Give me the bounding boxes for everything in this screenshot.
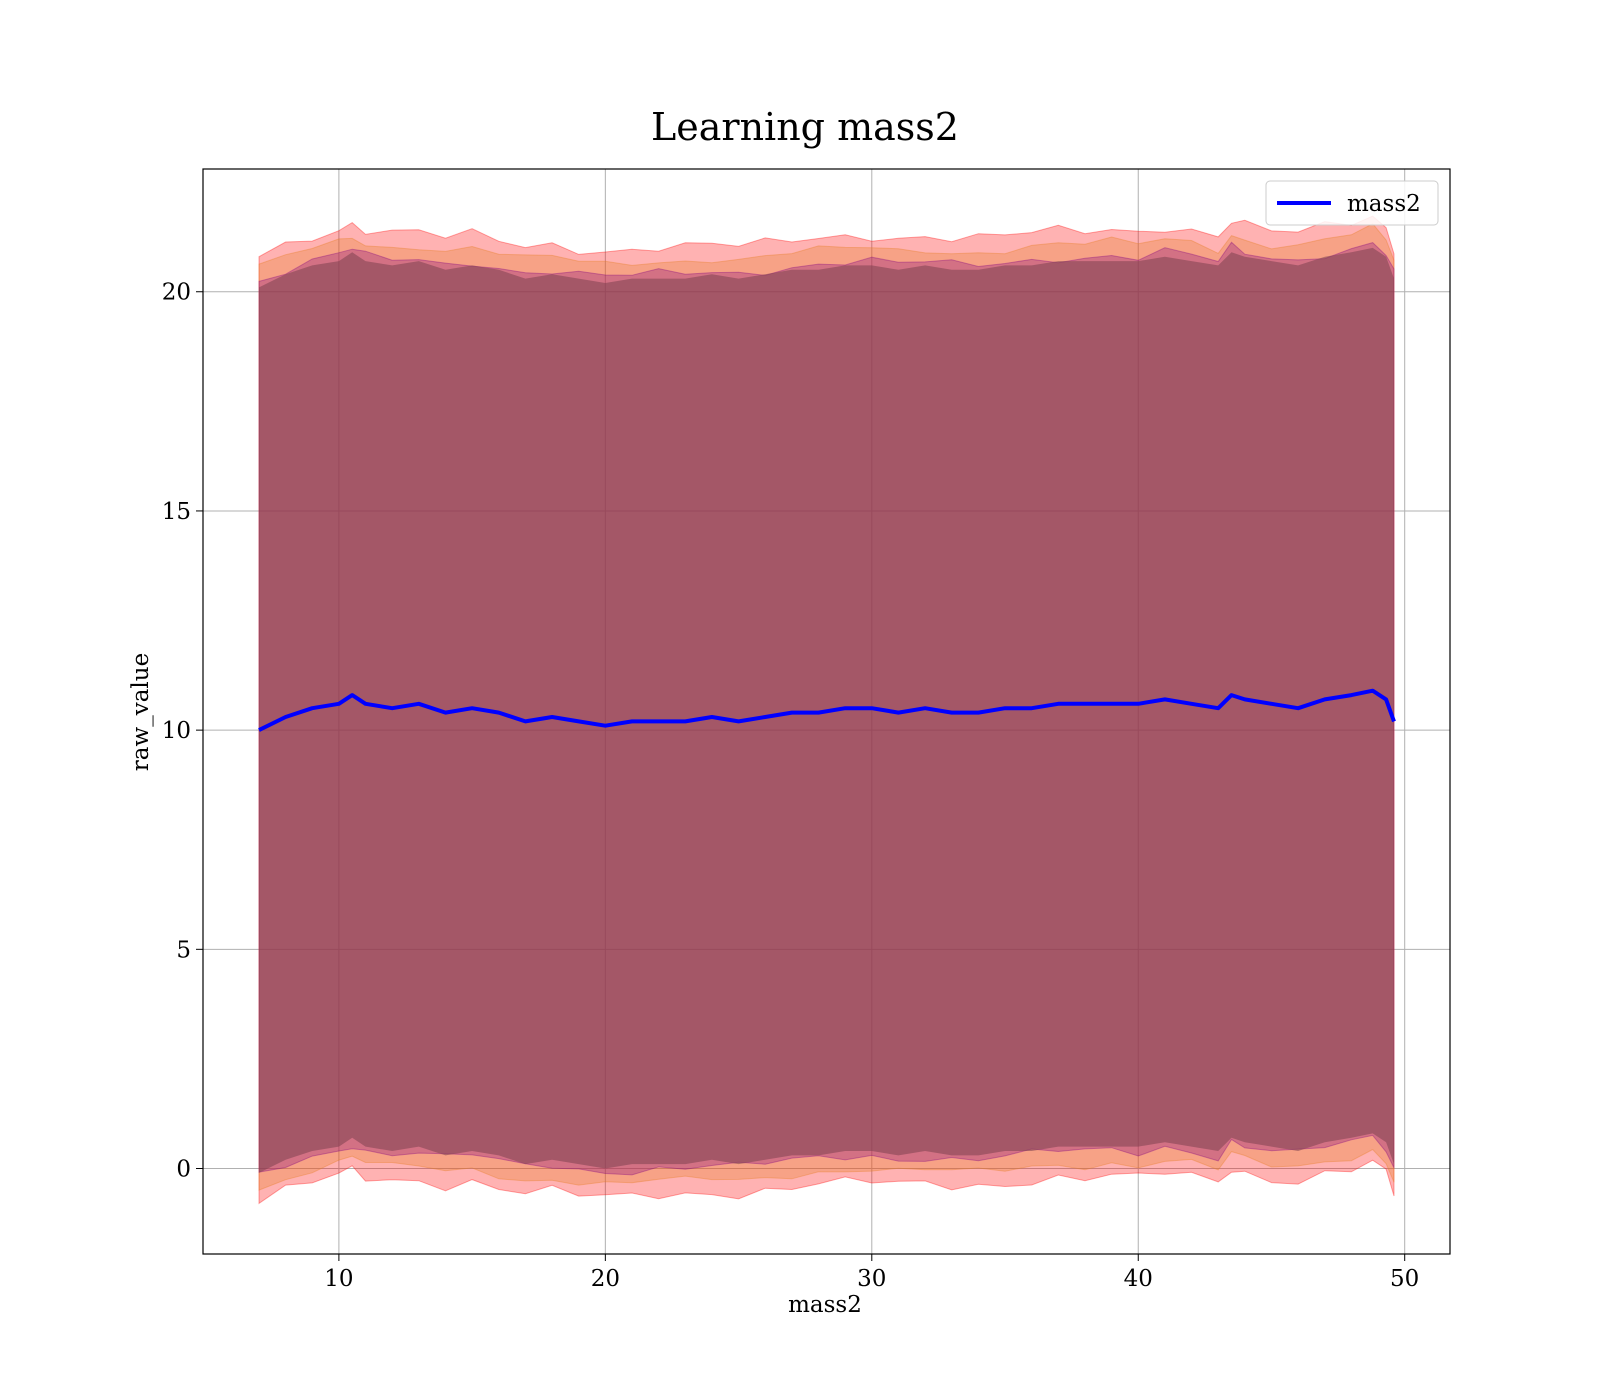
legend-label: mass2: [1347, 191, 1421, 217]
y-tick-label: 0: [176, 1157, 191, 1183]
legend: mass2: [1265, 180, 1439, 226]
x-tick-label: 50: [1390, 1266, 1419, 1292]
x-tick-label: 10: [324, 1266, 353, 1292]
plot-frame: [202, 168, 1451, 1255]
series-line-mass2: [258, 688, 1396, 732]
y-tick-label: 10: [162, 718, 191, 744]
x-axis-label: mass2: [788, 1292, 862, 1318]
x-tick-label: 30: [857, 1266, 886, 1292]
axis-ticks: 10 20 30 40 50 0 5 10 15 20: [162, 280, 1420, 1292]
y-tick-label: 15: [162, 499, 191, 525]
y-tick-label: 5: [176, 937, 191, 963]
series-lines: [258, 688, 1396, 732]
legend-frame: [1265, 180, 1439, 226]
y-axis-label: raw_value: [128, 653, 154, 771]
y-tick-label: 20: [162, 280, 191, 306]
chart-title: Learning mass2: [651, 105, 959, 149]
x-tick-label: 20: [591, 1266, 620, 1292]
x-tick-label: 40: [1124, 1266, 1153, 1292]
